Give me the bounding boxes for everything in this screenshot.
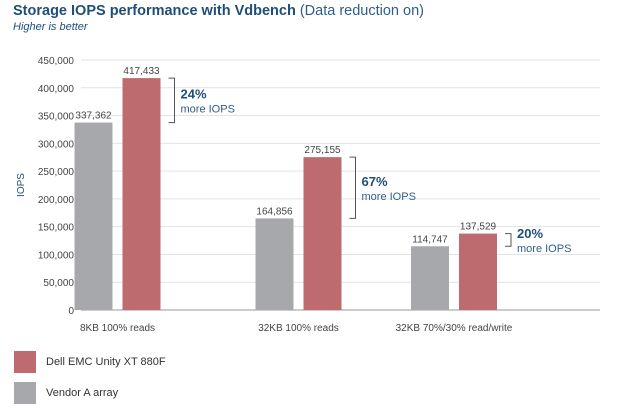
bar-data-label: 417,433 xyxy=(123,66,160,77)
y-tick-label: 250,000 xyxy=(38,167,75,178)
bar-dell xyxy=(459,233,497,310)
y-tick-label: 450,000 xyxy=(38,56,75,67)
y-tick-label: 50,000 xyxy=(43,278,74,289)
bar-data-label: 114,747 xyxy=(412,234,448,245)
y-tick-label: 350,000 xyxy=(38,112,75,123)
difference-bracket xyxy=(349,156,356,219)
legend-swatch-vendor-a xyxy=(14,382,36,404)
chart-title: Storage IOPS performance with Vdbench (D… xyxy=(13,3,424,19)
y-tick-label: 150,000 xyxy=(38,223,75,234)
y-tick-label: 300,000 xyxy=(38,139,75,150)
bar-dell xyxy=(303,157,342,310)
bar-data-label: 337,362 xyxy=(75,111,112,122)
annotation-percent: 20% xyxy=(517,226,543,241)
difference-bracket xyxy=(168,77,175,124)
annotation-text: more IOPS xyxy=(181,103,235,115)
x-tick-label: 32KB 100% reads xyxy=(258,323,339,334)
bar-data-label: 164,856 xyxy=(256,206,293,217)
y-axis-title: IOPS xyxy=(16,173,27,197)
annotation-text: more IOPS xyxy=(362,191,416,203)
difference-bracket xyxy=(505,233,512,247)
chart-title-main: Storage IOPS performance with Vdbench xyxy=(13,3,296,19)
x-tick-label: 8KB 100% reads xyxy=(80,323,155,334)
bar-vendor-a xyxy=(74,122,113,311)
bar-vendor-a xyxy=(255,218,294,310)
annotation-percent: 24% xyxy=(181,86,207,101)
chart-title-suffix: (Data reduction on) xyxy=(299,3,424,19)
x-tick-label: 32KB 70%/30% read/write xyxy=(396,323,513,334)
y-tick-label: 0 xyxy=(68,306,74,317)
chart-subtitle: Higher is better xyxy=(13,21,88,33)
bar-vendor-a xyxy=(411,246,449,310)
legend-swatch-dell xyxy=(14,351,36,373)
y-tick-label: 200,000 xyxy=(38,195,75,206)
legend-item-vendor-a: Vendor A array xyxy=(14,382,118,404)
bar-data-label: 137,529 xyxy=(460,222,497,233)
legend-item-dell: Dell EMC Unity XT 880F xyxy=(14,351,166,373)
y-tick-label: 100,000 xyxy=(38,250,75,261)
annotation-text: more IOPS xyxy=(517,243,571,255)
bar-dell xyxy=(122,78,161,311)
annotation-percent: 67% xyxy=(362,174,388,189)
bar-data-label: 275,155 xyxy=(304,145,341,156)
y-tick-label: 400,000 xyxy=(38,84,75,95)
legend-label-dell: Dell EMC Unity XT 880F xyxy=(46,356,166,368)
legend-label-vendor-a: Vendor A array xyxy=(46,387,119,399)
